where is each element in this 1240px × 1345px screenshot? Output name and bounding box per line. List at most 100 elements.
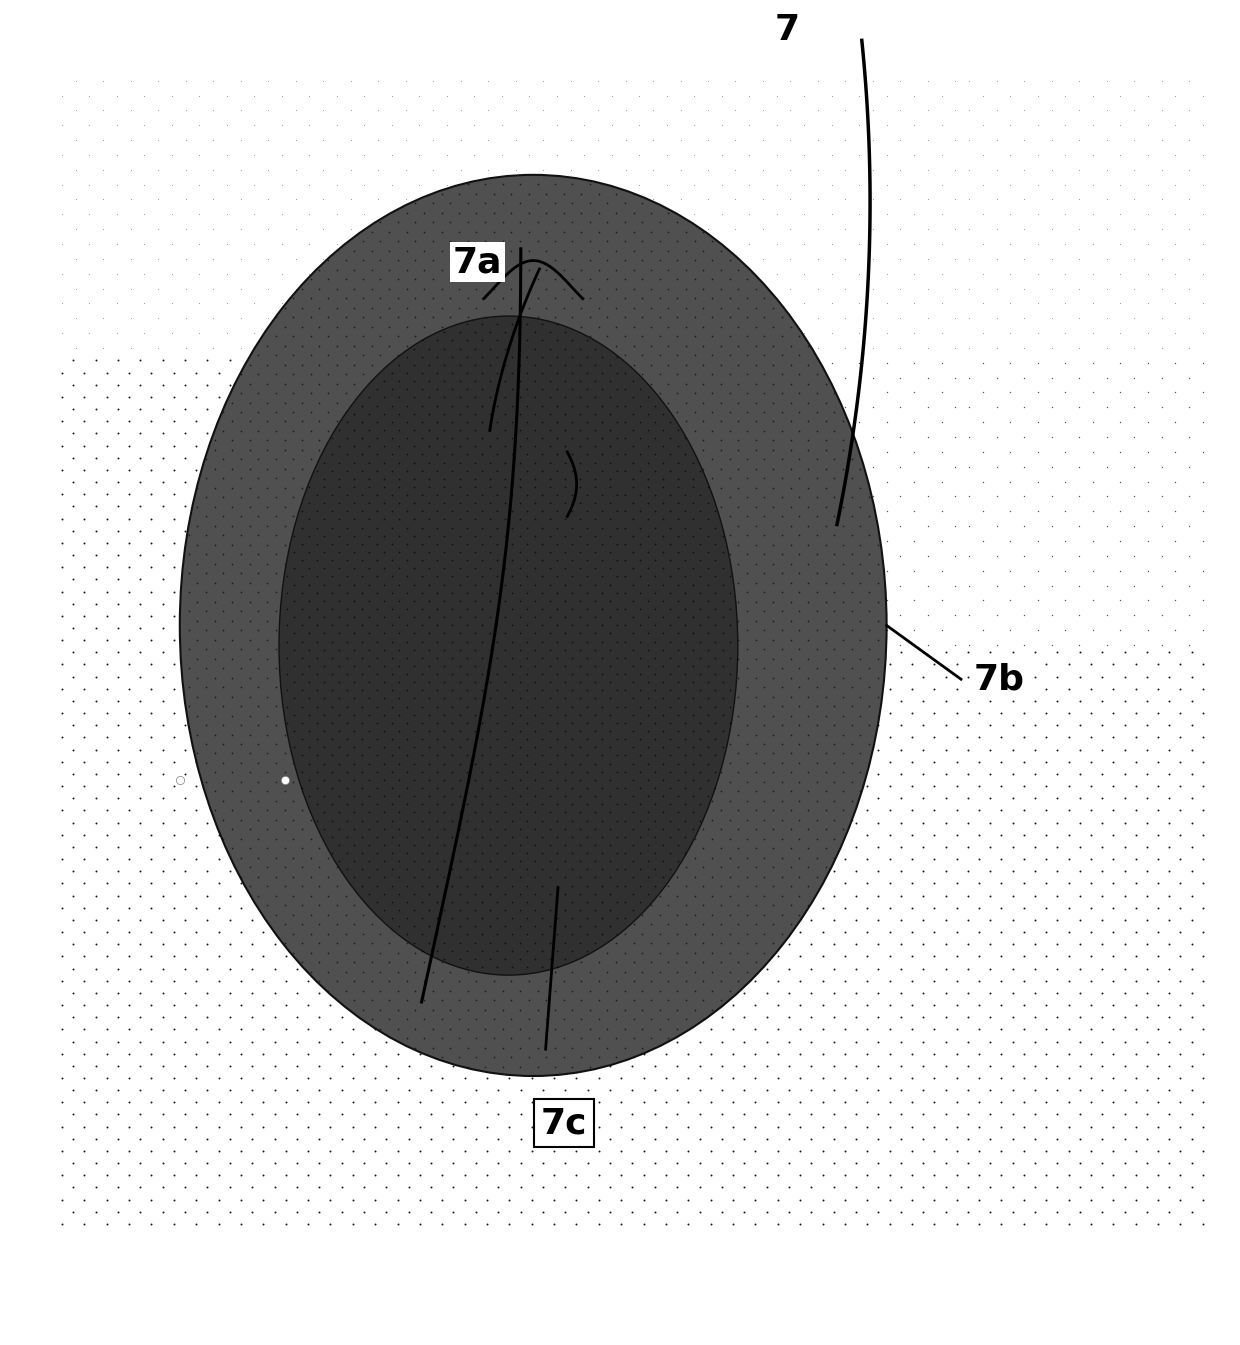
Point [637, 802, 657, 823]
Point [495, 338, 515, 359]
Point [492, 269, 512, 291]
Point [667, 1054, 687, 1076]
Point [153, 1030, 172, 1052]
Point [868, 909, 888, 931]
Point [231, 468, 250, 490]
Point [1042, 633, 1061, 655]
Point [525, 655, 544, 677]
Point [652, 703, 672, 725]
Point [319, 866, 339, 888]
Point [1110, 382, 1130, 404]
Point [528, 230, 548, 252]
Point [153, 738, 172, 760]
Point [299, 687, 319, 709]
Point [175, 447, 195, 468]
Point [693, 913, 713, 935]
Point [539, 508, 559, 530]
Point [412, 484, 432, 506]
Point [135, 203, 155, 225]
Point [652, 769, 672, 791]
Point [622, 1153, 642, 1174]
Point [835, 1042, 854, 1064]
Point [901, 1092, 921, 1114]
Point [637, 753, 657, 775]
Point [701, 1213, 720, 1235]
Point [130, 1128, 150, 1150]
Point [644, 159, 663, 180]
Point [650, 249, 670, 270]
Point [239, 534, 259, 555]
Point [300, 203, 320, 225]
Point [208, 1165, 228, 1186]
Point [412, 761, 432, 783]
Point [399, 1080, 419, 1102]
Point [367, 500, 387, 522]
Point [336, 981, 356, 1002]
Point [667, 590, 687, 612]
Point [764, 440, 784, 461]
Point [931, 589, 951, 611]
Point [667, 436, 687, 457]
Point [554, 338, 574, 359]
Point [1193, 921, 1213, 943]
Point [691, 460, 711, 482]
Point [1003, 812, 1023, 834]
Point [1070, 1201, 1090, 1223]
Point [208, 946, 228, 967]
Point [745, 742, 765, 764]
Point [698, 687, 718, 709]
Point [314, 247, 334, 269]
Point [676, 221, 696, 242]
Point [86, 642, 105, 663]
Point [825, 487, 844, 508]
Point [890, 486, 910, 507]
Point [1126, 897, 1146, 919]
Point [676, 990, 696, 1011]
Point [74, 629, 94, 651]
Point [130, 1030, 150, 1052]
Point [397, 484, 417, 506]
Point [149, 100, 169, 121]
Point [97, 557, 117, 578]
Point [585, 639, 605, 660]
Point [981, 982, 1001, 1003]
Point [314, 159, 334, 180]
Point [187, 572, 207, 593]
Point [764, 373, 784, 394]
Point [608, 500, 627, 522]
Point [412, 908, 432, 929]
Point [585, 866, 605, 888]
Point [466, 202, 486, 223]
Point [745, 970, 765, 991]
Point [465, 769, 485, 791]
Point [217, 293, 237, 315]
Point [532, 842, 552, 863]
Point [833, 590, 853, 612]
Point [465, 590, 485, 612]
Point [799, 648, 818, 670]
Point [362, 260, 382, 281]
Point [525, 452, 544, 473]
Point [179, 600, 198, 621]
Point [219, 1177, 239, 1198]
Point [706, 582, 725, 604]
Point [764, 648, 784, 670]
Point [345, 785, 365, 807]
Point [868, 812, 888, 834]
Point [737, 620, 756, 642]
Point [368, 188, 388, 210]
Point [918, 308, 937, 330]
Point [458, 395, 477, 417]
Point [532, 500, 552, 522]
Point [74, 362, 94, 383]
Point [265, 829, 285, 850]
Point [286, 1054, 306, 1076]
Point [947, 1141, 967, 1162]
Point [175, 933, 195, 955]
Point [419, 818, 439, 839]
Point [196, 525, 216, 546]
Point [539, 590, 559, 612]
Point [432, 951, 451, 972]
Point [487, 566, 507, 588]
Point [608, 924, 627, 946]
